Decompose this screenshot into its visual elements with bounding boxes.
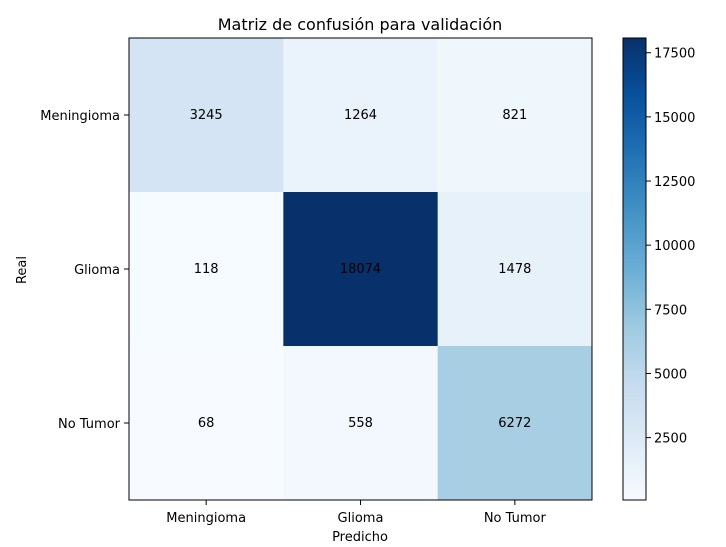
y-axis-label: Real [15, 256, 30, 284]
chart-title: Matriz de confusión para validación [218, 15, 503, 34]
colorbar-tick-label: 17500 [654, 47, 695, 62]
y-tick-label: No Tumor [58, 417, 121, 432]
heatmap-cell [283, 192, 439, 347]
y-tick-label: Meningioma [40, 109, 120, 124]
x-axis-label: Predicho [332, 530, 388, 545]
cell-value-label: 3245 [190, 108, 223, 123]
heatmap-cell [129, 346, 284, 501]
colorbar-tick-label: 15000 [654, 111, 695, 126]
x-axis-ticks: Meningioma Glioma No Tumor [166, 500, 546, 526]
colorbar-tick-label: 10000 [654, 239, 695, 254]
x-tick-label: Glioma [338, 511, 384, 526]
cell-value-label: 558 [348, 416, 373, 431]
cell-value-label: 1264 [344, 108, 377, 123]
heatmap-cell [437, 38, 593, 193]
heatmap-cell [437, 346, 593, 501]
colorbar-tick-label: 2500 [654, 432, 687, 447]
heatmap-cell [437, 192, 593, 347]
heatmap-cell-labels: 3245 1264 821 118 18074 1478 68 558 6272 [190, 108, 532, 431]
cell-value-label: 18074 [340, 262, 381, 277]
heatmap-cell [283, 38, 439, 193]
heatmap-cell [283, 346, 439, 501]
heatmap-cell [129, 38, 284, 193]
x-tick-label: Meningioma [166, 511, 246, 526]
heatmap-cell [129, 192, 284, 347]
y-axis-ticks: Meningioma Glioma No Tumor [40, 109, 129, 432]
x-tick-label: No Tumor [484, 511, 547, 526]
cell-value-label: 6272 [498, 416, 531, 431]
y-tick-label: Glioma [74, 263, 120, 278]
cell-value-label: 821 [502, 108, 527, 123]
cell-value-label: 1478 [498, 262, 531, 277]
colorbar-tick-label: 7500 [654, 303, 687, 318]
colorbar-ticks: 2500 5000 7500 10000 12500 15000 17500 [646, 47, 695, 447]
cell-value-label: 68 [198, 416, 215, 431]
cell-value-label: 118 [194, 262, 219, 277]
heatmap-cells [129, 38, 593, 501]
colorbar-tick-label: 5000 [654, 367, 687, 382]
colorbar-tick-label: 12500 [654, 175, 695, 190]
colorbar [622, 37, 647, 501]
